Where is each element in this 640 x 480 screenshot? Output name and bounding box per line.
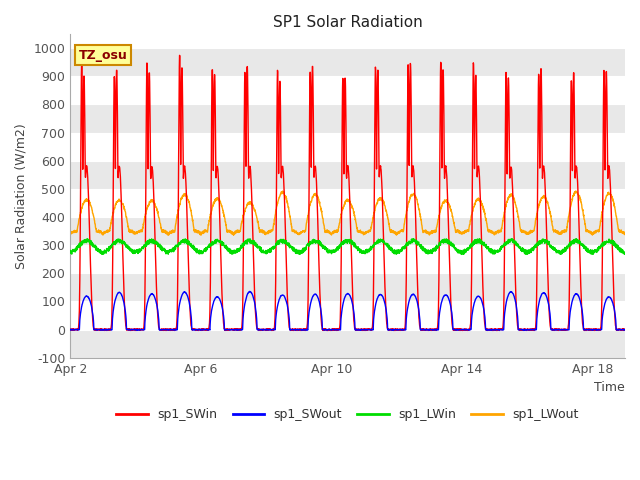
sp1_SWin <box>234 326 241 332</box>
sp1_SWout <box>504 294 511 300</box>
Bar <box>70 189 625 217</box>
sp1_SWout <box>372 302 380 308</box>
sp1_SWin <box>186 311 194 316</box>
Text: TZ_osu: TZ_osu <box>79 48 127 61</box>
sp1_LWout <box>234 229 241 235</box>
Line: sp1_SWout: sp1_SWout <box>70 291 625 330</box>
sp1_LWin <box>233 246 241 252</box>
sp1_SWout <box>231 327 239 333</box>
Line: sp1_LWin: sp1_LWin <box>70 239 625 254</box>
Line: sp1_SWin: sp1_SWin <box>70 55 625 331</box>
sp1_SWin <box>297 328 305 334</box>
sp1_SWout <box>179 291 187 297</box>
Bar <box>70 76 625 104</box>
sp1_LWout <box>110 206 118 212</box>
sp1_LWin <box>504 240 511 246</box>
sp1_LWout <box>179 193 187 199</box>
sp1_LWout <box>504 197 511 203</box>
sp1_SWin <box>176 52 184 58</box>
Bar <box>70 301 625 330</box>
sp1_SWin <box>372 67 380 72</box>
Bar <box>70 217 625 245</box>
sp1_LWin <box>186 240 194 246</box>
Bar <box>70 273 625 301</box>
Title: SP1 Solar Radiation: SP1 Solar Radiation <box>273 15 422 30</box>
sp1_LWin <box>621 251 629 257</box>
sp1_SWout <box>67 326 74 332</box>
sp1_LWin <box>572 236 580 242</box>
sp1_SWin <box>110 106 118 111</box>
sp1_LWin <box>179 237 187 243</box>
Line: sp1_LWout: sp1_LWout <box>70 191 625 235</box>
Bar <box>70 132 625 161</box>
sp1_LWout <box>572 188 580 194</box>
sp1_LWin <box>458 252 465 257</box>
sp1_LWout <box>230 232 237 238</box>
Bar <box>70 48 625 76</box>
Y-axis label: Solar Radiation (W/m2): Solar Radiation (W/m2) <box>15 123 28 269</box>
sp1_SWin <box>67 327 74 333</box>
sp1_LWin <box>67 250 74 256</box>
Bar <box>70 245 625 273</box>
sp1_SWin <box>621 326 629 332</box>
sp1_SWout <box>246 288 253 294</box>
sp1_SWout <box>186 304 194 310</box>
sp1_LWin <box>110 239 118 245</box>
X-axis label: Time: Time <box>595 381 625 394</box>
sp1_SWout <box>110 304 118 310</box>
sp1_LWin <box>371 241 379 247</box>
sp1_SWout <box>234 326 241 332</box>
sp1_SWin <box>504 98 511 104</box>
Bar <box>70 330 625 358</box>
sp1_LWout <box>186 205 194 211</box>
sp1_LWout <box>372 204 380 210</box>
Bar <box>70 161 625 189</box>
sp1_SWin <box>179 136 187 142</box>
sp1_LWout <box>621 232 629 238</box>
sp1_LWout <box>67 230 74 236</box>
sp1_SWout <box>621 327 629 333</box>
Legend: sp1_SWin, sp1_SWout, sp1_LWin, sp1_LWout: sp1_SWin, sp1_SWout, sp1_LWin, sp1_LWout <box>111 403 584 426</box>
Bar <box>70 104 625 132</box>
